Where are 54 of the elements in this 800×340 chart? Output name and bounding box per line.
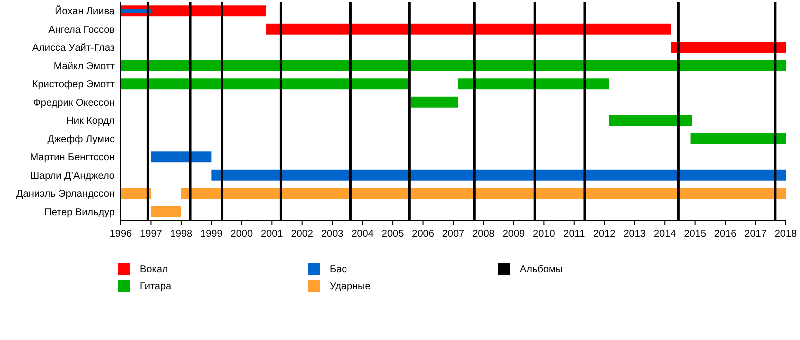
bar xyxy=(151,206,182,218)
y-tick-label: Джефф Лумис xyxy=(48,134,115,146)
bar xyxy=(121,78,408,90)
y-tick-label: Ангела Госсов xyxy=(48,24,115,36)
x-tick-label: 1996 xyxy=(110,229,133,240)
bar xyxy=(690,133,786,144)
legend-label: Ударные xyxy=(330,282,372,292)
x-tick-label: 2003 xyxy=(321,229,344,240)
y-tick-label: Мартин Бенгтссон xyxy=(30,152,115,164)
bar xyxy=(151,152,212,163)
y-tick-label: Даниэль Эрландссон xyxy=(16,189,115,200)
legend-label: Бас xyxy=(330,264,348,276)
x-tick-label: 2010 xyxy=(533,229,556,240)
x-tick-label: 2011 xyxy=(564,229,586,240)
bar xyxy=(181,188,786,200)
text: Альбомы xyxy=(520,264,564,276)
y-tick-label: Алисса Уайт-Глаз xyxy=(32,43,116,54)
x-tick-label: 2004 xyxy=(352,229,374,240)
x-tick-label: 2005 xyxy=(382,229,405,240)
x-tick-label: 1997 xyxy=(140,229,163,240)
y-tick-label: Йохан Лиива xyxy=(55,4,116,18)
x-tick-label: 1998 xyxy=(170,229,194,240)
x-tick-label: 2008 xyxy=(472,229,496,240)
y-tick-label: Петер Вильдур xyxy=(44,207,116,218)
x-tick-label: 2015 xyxy=(684,229,707,240)
x-tick-label: 2009 xyxy=(502,229,526,240)
y-tick-label: Майкл Эмотт xyxy=(54,61,116,72)
x-tick-label: 2018 xyxy=(774,229,798,240)
bar xyxy=(121,9,152,14)
legend-label: Гитара xyxy=(140,282,172,292)
bar xyxy=(671,42,786,54)
bar xyxy=(458,78,610,90)
y-tick-label: Шарли Д’Анджело xyxy=(30,170,116,182)
bar xyxy=(212,170,786,181)
x-tick-label: 1999 xyxy=(200,229,224,240)
bar xyxy=(121,188,152,200)
x-tick-label: 2012 xyxy=(594,229,616,240)
x-tick-label: 2014 xyxy=(654,229,677,240)
bar xyxy=(121,60,786,72)
x-tick-label: 2000 xyxy=(230,229,254,240)
x-tick-label: 2002 xyxy=(291,229,314,240)
legend-label: Вокал xyxy=(140,264,168,276)
x-tick-label: 2006 xyxy=(412,229,435,240)
x-tick-label: 2007 xyxy=(442,229,466,240)
y-tick-label: Кристофер Эмотт xyxy=(32,80,116,91)
bar xyxy=(266,24,672,35)
bar xyxy=(609,115,692,126)
y-tick-label: Ник Кордл xyxy=(66,116,116,128)
bar xyxy=(411,96,458,108)
x-tick-label: 2017 xyxy=(744,229,768,240)
x-tick-label: 2016 xyxy=(714,229,738,240)
y-tick-label: Фредрик Окессон xyxy=(33,98,115,109)
x-tick-label: 2001 xyxy=(261,229,284,240)
x-tick-label: 2013 xyxy=(624,229,646,240)
